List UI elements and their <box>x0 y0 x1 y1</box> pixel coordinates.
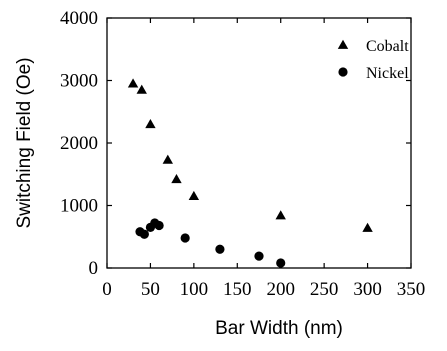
data-point-nickel <box>139 229 149 239</box>
data-point-cobalt <box>275 210 286 220</box>
data-marks <box>127 78 373 268</box>
x-tick-label: 100 <box>180 279 209 300</box>
y-tick-label: 1000 <box>60 196 98 217</box>
data-point-nickel <box>276 258 286 268</box>
data-point-cobalt <box>162 154 173 164</box>
y-tick-label: 3000 <box>60 71 98 92</box>
tick-marks <box>106 17 412 269</box>
legend-marker-cobalt <box>337 39 349 49</box>
y-tick-label: 2000 <box>60 133 98 154</box>
series-cobalt <box>127 78 373 232</box>
data-point-cobalt <box>127 78 139 88</box>
data-point-nickel <box>154 220 164 231</box>
data-point-nickel <box>180 233 190 243</box>
x-tick-label: 0 <box>102 279 112 300</box>
legend-label-nickel: Nickel <box>366 65 409 82</box>
data-point-nickel <box>215 244 225 254</box>
y-tick-label: 4000 <box>60 8 98 29</box>
series-nickel <box>135 218 286 268</box>
data-point-cobalt <box>136 84 147 94</box>
x-tick-label: 300 <box>353 279 382 300</box>
x-tick-label: 200 <box>266 279 295 300</box>
legend-label-cobalt: Cobalt <box>366 38 409 55</box>
legend: Cobalt Nickel <box>337 38 409 82</box>
x-tick-label: 250 <box>310 279 339 300</box>
tick-labels: 0 50 100 150 200 250 300 350 0 1000 2000 3000 4000 <box>60 8 425 300</box>
data-point-cobalt <box>171 174 182 184</box>
legend-marker-nickel <box>338 67 348 77</box>
data-point-cobalt <box>362 222 373 232</box>
x-tick-label: 350 <box>397 279 426 300</box>
data-point-cobalt <box>188 190 200 201</box>
data-point-cobalt <box>145 119 156 129</box>
x-tick-label: 50 <box>141 279 160 300</box>
y-axis-title: Switching Field (Oe) <box>14 57 35 228</box>
y-tick-label: 0 <box>89 258 99 279</box>
x-axis-title: Bar Width (nm) <box>215 318 343 339</box>
data-point-nickel <box>254 251 264 261</box>
x-tick-label: 150 <box>223 279 252 300</box>
